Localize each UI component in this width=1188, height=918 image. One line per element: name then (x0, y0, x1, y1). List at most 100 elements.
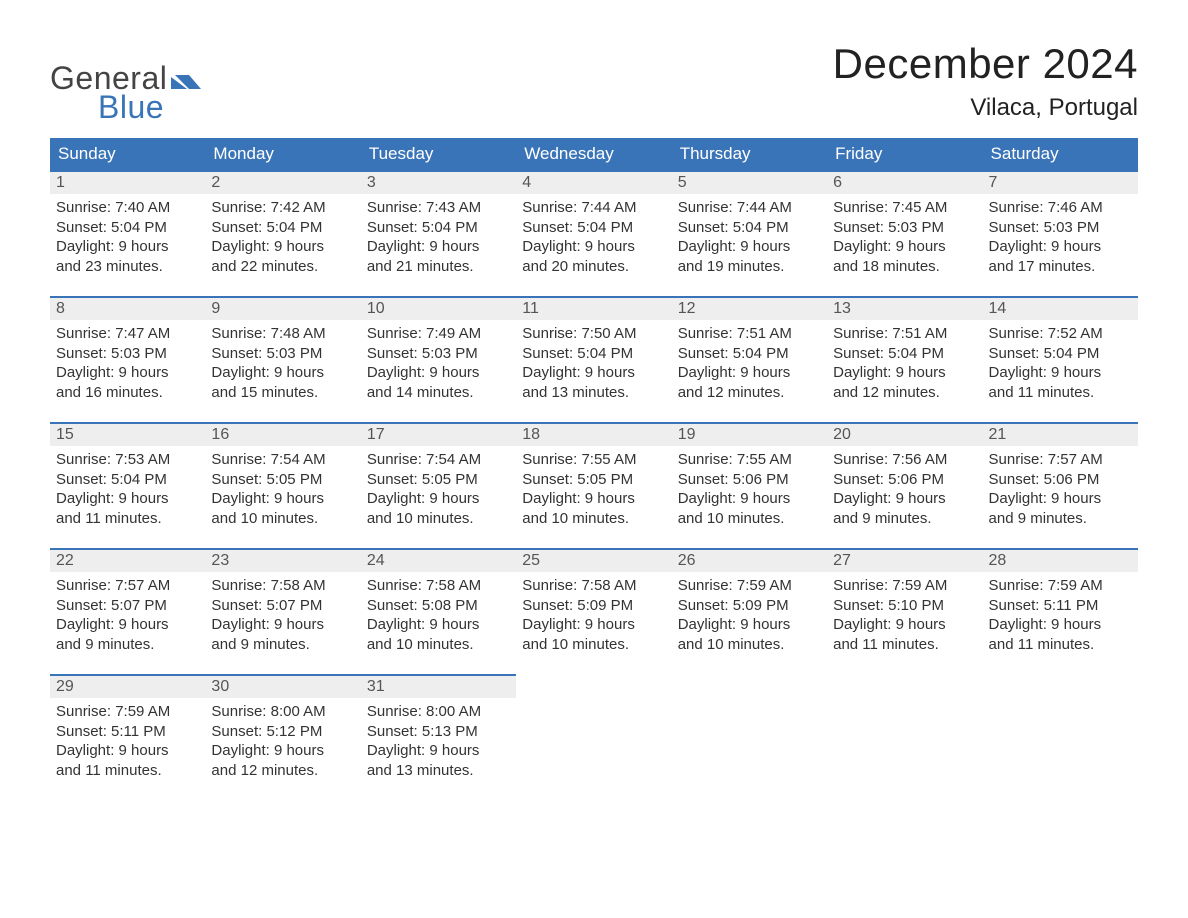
day-number: 27 (833, 552, 851, 569)
sunset-line: Sunset: 5:04 PM (367, 218, 510, 238)
daylight-line2: and 21 minutes. (367, 257, 510, 277)
day-body-cell: Sunrise: 8:00 AMSunset: 5:12 PMDaylight:… (205, 698, 360, 780)
title-block: December 2024 Vilaca, Portugal (833, 40, 1138, 122)
daylight-line2: and 10 minutes. (678, 509, 821, 529)
day-body-cell: Sunrise: 7:48 AMSunset: 5:03 PMDaylight:… (205, 320, 360, 402)
day-num-bar: 30 (205, 674, 360, 698)
day-number: 3 (367, 174, 376, 191)
day-body-cell: Sunrise: 7:44 AMSunset: 5:04 PMDaylight:… (672, 194, 827, 276)
day-num-cell: 11 (516, 296, 671, 320)
day-num-bar: 7 (983, 170, 1138, 194)
sunset-line: Sunset: 5:04 PM (522, 218, 665, 238)
day-body-cell: Sunrise: 7:54 AMSunset: 5:05 PMDaylight:… (361, 446, 516, 528)
daylight-line1: Daylight: 9 hours (56, 363, 199, 383)
day-number: 25 (522, 552, 540, 569)
day-num-cell: 1 (50, 170, 205, 194)
sunset-line: Sunset: 5:03 PM (989, 218, 1132, 238)
sunset-line: Sunset: 5:03 PM (367, 344, 510, 364)
daylight-line2: and 23 minutes. (56, 257, 199, 277)
day-number: 28 (989, 552, 1007, 569)
day-num-cell: 12 (672, 296, 827, 320)
day-header: Sunday (50, 138, 205, 170)
sunrise-line: Sunrise: 7:59 AM (56, 702, 199, 722)
day-body: Sunrise: 7:45 AMSunset: 5:03 PMDaylight:… (827, 194, 982, 276)
sunset-line: Sunset: 5:04 PM (522, 344, 665, 364)
day-number: 9 (211, 300, 220, 317)
sunrise-line: Sunrise: 7:51 AM (833, 324, 976, 344)
daylight-line2: and 11 minutes. (56, 509, 199, 529)
sunset-line: Sunset: 5:05 PM (211, 470, 354, 490)
daylight-line2: and 11 minutes. (833, 635, 976, 655)
day-num-cell: 8 (50, 296, 205, 320)
sunrise-line: Sunrise: 7:54 AM (367, 450, 510, 470)
day-body: Sunrise: 7:59 AMSunset: 5:09 PMDaylight:… (672, 572, 827, 654)
daylight-line1: Daylight: 9 hours (211, 615, 354, 635)
day-num-bar: 28 (983, 548, 1138, 572)
day-number: 30 (211, 678, 229, 695)
day-num-bar: 4 (516, 170, 671, 194)
day-body-cell: Sunrise: 7:59 AMSunset: 5:11 PMDaylight:… (983, 572, 1138, 654)
sunset-line: Sunset: 5:04 PM (56, 470, 199, 490)
day-number: 11 (522, 300, 539, 317)
day-body-cell (672, 698, 827, 780)
day-body: Sunrise: 7:53 AMSunset: 5:04 PMDaylight:… (50, 446, 205, 528)
daylight-line1: Daylight: 9 hours (678, 237, 821, 257)
day-num-cell: 13 (827, 296, 982, 320)
day-body-cell: Sunrise: 7:58 AMSunset: 5:08 PMDaylight:… (361, 572, 516, 654)
day-body: Sunrise: 7:47 AMSunset: 5:03 PMDaylight:… (50, 320, 205, 402)
daylight-line2: and 11 minutes. (989, 383, 1132, 403)
day-body: Sunrise: 7:44 AMSunset: 5:04 PMDaylight:… (516, 194, 671, 276)
day-num-bar: 27 (827, 548, 982, 572)
day-body: Sunrise: 7:58 AMSunset: 5:08 PMDaylight:… (361, 572, 516, 654)
day-body: Sunrise: 7:55 AMSunset: 5:06 PMDaylight:… (672, 446, 827, 528)
day-number: 16 (211, 426, 229, 443)
day-num-cell: 7 (983, 170, 1138, 194)
day-body: Sunrise: 7:50 AMSunset: 5:04 PMDaylight:… (516, 320, 671, 402)
daylight-line1: Daylight: 9 hours (56, 489, 199, 509)
sunrise-line: Sunrise: 7:43 AM (367, 198, 510, 218)
day-number: 10 (367, 300, 385, 317)
sunrise-line: Sunrise: 7:54 AM (211, 450, 354, 470)
day-number: 23 (211, 552, 229, 569)
week-body-row: Sunrise: 7:53 AMSunset: 5:04 PMDaylight:… (50, 446, 1138, 528)
week-daynum-row: 22232425262728 (50, 548, 1138, 572)
day-body-cell: Sunrise: 7:55 AMSunset: 5:05 PMDaylight:… (516, 446, 671, 528)
sunset-line: Sunset: 5:11 PM (56, 722, 199, 742)
daylight-line1: Daylight: 9 hours (367, 615, 510, 635)
day-num-cell: 30 (205, 674, 360, 698)
sunset-line: Sunset: 5:09 PM (522, 596, 665, 616)
day-body-cell: Sunrise: 7:43 AMSunset: 5:04 PMDaylight:… (361, 194, 516, 276)
daylight-line1: Daylight: 9 hours (211, 237, 354, 257)
day-number: 22 (56, 552, 74, 569)
daylight-line1: Daylight: 9 hours (989, 237, 1132, 257)
day-body-cell: Sunrise: 7:54 AMSunset: 5:05 PMDaylight:… (205, 446, 360, 528)
day-number: 13 (833, 300, 851, 317)
sunset-line: Sunset: 5:05 PM (522, 470, 665, 490)
daylight-line1: Daylight: 9 hours (522, 615, 665, 635)
sunset-line: Sunset: 5:05 PM (367, 470, 510, 490)
day-body-cell: Sunrise: 7:55 AMSunset: 5:06 PMDaylight:… (672, 446, 827, 528)
day-body: Sunrise: 7:54 AMSunset: 5:05 PMDaylight:… (361, 446, 516, 528)
header: General Blue December 2024 Vilaca, Portu… (50, 40, 1138, 126)
daylight-line2: and 17 minutes. (989, 257, 1132, 277)
day-body: Sunrise: 8:00 AMSunset: 5:12 PMDaylight:… (205, 698, 360, 780)
daylight-line2: and 16 minutes. (56, 383, 199, 403)
day-body-cell: Sunrise: 7:56 AMSunset: 5:06 PMDaylight:… (827, 446, 982, 528)
day-body-cell: Sunrise: 7:52 AMSunset: 5:04 PMDaylight:… (983, 320, 1138, 402)
day-number: 8 (56, 300, 65, 317)
daylight-line2: and 10 minutes. (367, 509, 510, 529)
day-body-cell: Sunrise: 7:44 AMSunset: 5:04 PMDaylight:… (516, 194, 671, 276)
daylight-line1: Daylight: 9 hours (678, 615, 821, 635)
sunset-line: Sunset: 5:04 PM (989, 344, 1132, 364)
sunrise-line: Sunrise: 7:44 AM (678, 198, 821, 218)
sunrise-line: Sunrise: 7:55 AM (678, 450, 821, 470)
day-num-bar: 18 (516, 422, 671, 446)
daylight-line1: Daylight: 9 hours (367, 741, 510, 761)
week-body-row: Sunrise: 7:59 AMSunset: 5:11 PM Daylight:… (50, 698, 1138, 780)
sunset-line: Sunset: 5:10 PM (833, 596, 976, 616)
sunrise-line: Sunrise: 7:59 AM (833, 576, 976, 596)
daylight-line1: Daylight: 9 hours (989, 489, 1132, 509)
day-number: 15 (56, 426, 74, 443)
daylight-line2: and 10 minutes. (678, 635, 821, 655)
day-body-cell (983, 698, 1138, 780)
